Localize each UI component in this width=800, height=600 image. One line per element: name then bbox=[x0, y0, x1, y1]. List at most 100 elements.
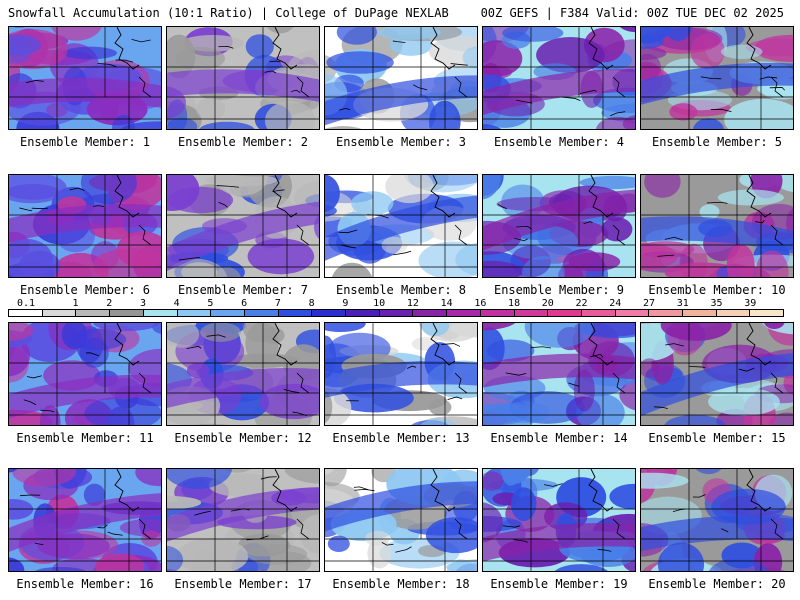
snowfall-map bbox=[167, 323, 319, 425]
colorbar-tick-label: 0.1 bbox=[16, 298, 36, 309]
ensemble-map-panel bbox=[324, 322, 478, 426]
colorbar-tick-label: 10 bbox=[373, 298, 386, 309]
snowfall-map bbox=[9, 27, 161, 129]
snowfall-map bbox=[483, 27, 635, 129]
colorbar-tick-label: 24 bbox=[609, 298, 622, 309]
ensemble-map-panel bbox=[8, 26, 162, 130]
snowfall-map bbox=[325, 469, 477, 571]
ensemble-map-panel bbox=[640, 322, 794, 426]
colorbar-tick-label: 9 bbox=[342, 298, 349, 309]
colorbar-tick-label: 7 bbox=[274, 298, 281, 309]
colorbar-swatch bbox=[211, 310, 245, 316]
snowfall-map bbox=[325, 323, 477, 425]
colorbar-tick-label: 31 bbox=[676, 298, 689, 309]
snowfall-map bbox=[641, 469, 793, 571]
colorbar-swatch bbox=[716, 310, 751, 316]
colorbar-tick-label: 6 bbox=[241, 298, 248, 309]
colorbar-swatch bbox=[649, 310, 684, 316]
ensemble-map-panel bbox=[640, 468, 794, 572]
ensemble-member-label: Ensemble Member: 19 bbox=[490, 577, 628, 591]
ensemble-member-label: Ensemble Member: 17 bbox=[174, 577, 312, 591]
snowfall-colorbar bbox=[8, 309, 784, 317]
ensemble-map-panel bbox=[324, 468, 478, 572]
ensemble-map-panel bbox=[640, 174, 794, 278]
ensemble-map-panel bbox=[8, 322, 162, 426]
colorbar-swatch bbox=[312, 310, 347, 316]
colorbar-swatch bbox=[581, 310, 616, 316]
colorbar-swatch bbox=[750, 310, 784, 316]
ensemble-map-panel bbox=[166, 174, 320, 278]
snowfall-map bbox=[641, 175, 793, 277]
snowfall-map bbox=[483, 323, 635, 425]
colorbar-tick-label: 14 bbox=[440, 298, 453, 309]
ensemble-member-label: Ensemble Member: 7 bbox=[177, 283, 309, 297]
colorbar-swatch bbox=[42, 310, 77, 316]
ensemble-map-panel bbox=[166, 26, 320, 130]
colorbar-swatch bbox=[683, 310, 717, 316]
ensemble-member-label: Ensemble Member: 8 bbox=[335, 283, 467, 297]
colorbar-swatch bbox=[177, 310, 212, 316]
colorbar-swatch bbox=[278, 310, 313, 316]
ensemble-member-label: Ensemble Member: 2 bbox=[177, 135, 309, 149]
snowfall-map bbox=[9, 323, 161, 425]
ensemble-member-label: Ensemble Member: 13 bbox=[332, 431, 470, 445]
ensemble-map-panel bbox=[8, 174, 162, 278]
ensemble-member-label: Ensemble Member: 9 bbox=[493, 283, 625, 297]
ensemble-member-label: Ensemble Member: 16 bbox=[16, 577, 154, 591]
colorbar-tick-label: 3 bbox=[139, 298, 146, 309]
colorbar-swatch bbox=[548, 310, 582, 316]
ensemble-member-label: Ensemble Member: 1 bbox=[19, 135, 151, 149]
snowfall-map bbox=[641, 27, 793, 129]
ensemble-map-panel bbox=[324, 174, 478, 278]
ensemble-member-label: Ensemble Member: 5 bbox=[651, 135, 783, 149]
colorbar-swatch bbox=[379, 310, 414, 316]
snowfall-map bbox=[325, 27, 477, 129]
ensemble-member-label: Ensemble Member: 11 bbox=[16, 431, 154, 445]
colorbar-swatch bbox=[143, 310, 178, 316]
colorbar-swatch bbox=[9, 310, 43, 316]
colorbar-swatch bbox=[76, 310, 111, 316]
colorbar-swatch bbox=[110, 310, 144, 316]
ensemble-map-panel bbox=[482, 322, 636, 426]
snowfall-map bbox=[325, 175, 477, 277]
colorbar-tick-label: 35 bbox=[710, 298, 723, 309]
colorbar-swatch bbox=[346, 310, 380, 316]
colorbar-tick-label: 39 bbox=[744, 298, 757, 309]
ensemble-member-label: Ensemble Member: 14 bbox=[490, 431, 628, 445]
ensemble-member-label: Ensemble Member: 3 bbox=[335, 135, 467, 149]
colorbar-tick-label: 16 bbox=[474, 298, 487, 309]
ensemble-map-panel bbox=[482, 174, 636, 278]
colorbar-swatch bbox=[413, 310, 448, 316]
colorbar-tick-label: 22 bbox=[575, 298, 588, 309]
ensemble-map-panel bbox=[166, 468, 320, 572]
ensemble-map-panel bbox=[482, 26, 636, 130]
snowfall-map bbox=[483, 469, 635, 571]
snowfall-map bbox=[167, 469, 319, 571]
colorbar-tick-label: 4 bbox=[173, 298, 180, 309]
colorbar-tick-label: 1 bbox=[72, 298, 79, 309]
ensemble-map-panel bbox=[8, 468, 162, 572]
ensemble-map-panel bbox=[166, 322, 320, 426]
colorbar-tick-label: 5 bbox=[207, 298, 214, 309]
colorbar-tick-label: 20 bbox=[541, 298, 554, 309]
ensemble-member-label: Ensemble Member: 6 bbox=[19, 283, 151, 297]
model-valid-time: 00Z GEFS | F384 Valid: 00Z TUE DEC 02 20… bbox=[480, 6, 784, 20]
snowfall-map bbox=[641, 323, 793, 425]
ensemble-member-label: Ensemble Member: 15 bbox=[648, 431, 786, 445]
colorbar-tick-label: 2 bbox=[106, 298, 113, 309]
ensemble-member-label: Ensemble Member: 18 bbox=[332, 577, 470, 591]
snowfall-map bbox=[9, 175, 161, 277]
map-title: Snowfall Accumulation (10:1 Ratio) | Col… bbox=[8, 6, 449, 20]
ensemble-map-panel bbox=[482, 468, 636, 572]
ensemble-member-label: Ensemble Member: 10 bbox=[648, 283, 786, 297]
colorbar-tick-label: 8 bbox=[308, 298, 315, 309]
ensemble-member-label: Ensemble Member: 20 bbox=[648, 577, 786, 591]
ensemble-member-label: Ensemble Member: 4 bbox=[493, 135, 625, 149]
colorbar-tick-label: 12 bbox=[406, 298, 419, 309]
colorbar-swatch bbox=[447, 310, 481, 316]
snowfall-map bbox=[167, 27, 319, 129]
colorbar-tick-label: 18 bbox=[508, 298, 521, 309]
snowfall-map bbox=[483, 175, 635, 277]
ensemble-member-label: Ensemble Member: 12 bbox=[174, 431, 312, 445]
colorbar-swatch bbox=[480, 310, 515, 316]
